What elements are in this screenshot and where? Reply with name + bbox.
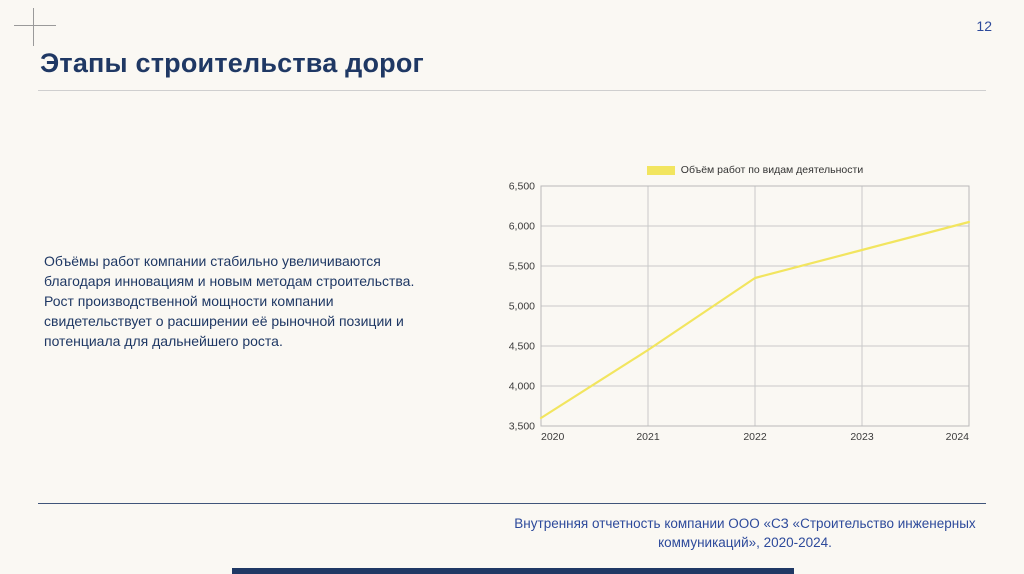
crosshair-vertical-line bbox=[33, 8, 34, 46]
svg-text:4,500: 4,500 bbox=[509, 341, 535, 353]
footer-source: Внутренняя отчетность компании ООО «СЗ «… bbox=[514, 516, 976, 550]
body-paragraph: Объёмы работ компании стабильно увеличив… bbox=[44, 253, 415, 349]
line-chart: 3,500 4,000 4,500 5,000 5,500 6,000 6,500 2020 2… bbox=[509, 181, 971, 443]
svg-text:6,500: 6,500 bbox=[509, 181, 535, 193]
footer-divider bbox=[38, 503, 986, 504]
svg-text:2020: 2020 bbox=[541, 431, 565, 443]
bottom-accent-bar bbox=[232, 568, 794, 574]
svg-text:2021: 2021 bbox=[636, 431, 660, 443]
svg-text:2022: 2022 bbox=[743, 431, 767, 443]
crosshair-mark bbox=[12, 6, 56, 46]
page-title: Этапы строительства дорог bbox=[40, 48, 424, 78]
svg-text:2024: 2024 bbox=[946, 431, 970, 443]
crosshair-horizontal-line bbox=[14, 25, 56, 26]
legend-label: Объём работ по видам деятельности bbox=[680, 164, 864, 176]
page-number: 12 bbox=[976, 18, 992, 34]
title-divider bbox=[38, 90, 986, 91]
svg-text:4,000: 4,000 bbox=[509, 381, 535, 393]
svg-text:2023: 2023 bbox=[850, 431, 874, 443]
svg-text:6,000: 6,000 bbox=[509, 221, 535, 233]
chart-legend: Объём работ по видам деятельности bbox=[533, 164, 977, 176]
svg-text:5,500: 5,500 bbox=[509, 261, 535, 273]
svg-text:3,500: 3,500 bbox=[509, 421, 535, 433]
svg-text:5,000: 5,000 bbox=[509, 301, 535, 313]
chart: Объём работ по видам деятельности 3,500 4… bbox=[497, 164, 977, 455]
legend-swatch bbox=[646, 165, 675, 175]
